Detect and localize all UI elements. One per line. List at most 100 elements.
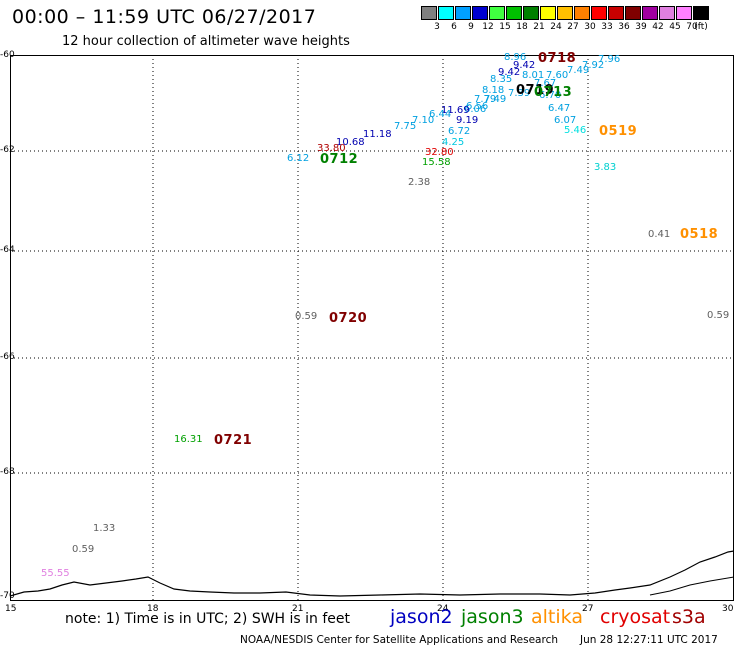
legend-swatch [642,6,658,20]
wave-height-value: 6.06 [464,104,487,115]
legend-level-label: 21 [533,22,545,32]
y-tick-label: -64 [0,245,15,255]
wave-height-value: 6.72 [448,126,471,137]
legend-unit-label: (ft) [694,22,708,32]
pass-time-label: 0720 [329,311,368,326]
map-frame: 8.96 9.42 9.42 7.96 7.92 7.49 8.35 8.01 7.60 7.67… [10,51,734,601]
legend-level-label: 45 [669,22,681,32]
legend-level-label: 36 [618,22,630,32]
x-tick-label: 18 [147,604,159,614]
satellite-legend-jason2: jason2 [390,606,453,628]
wave-height-value: 7.92 [582,60,605,71]
wave-height-value: 0.59 [72,544,95,555]
wave-height-value: 11.69 [441,105,470,116]
wave-height-value: 15.58 [422,157,451,168]
pass-time-label: 0518 [680,227,719,242]
legend-swatch [489,6,505,20]
legend-swatch [676,6,692,20]
legend-level-label: 24 [550,22,562,32]
wave-height-value: 6.70 [539,90,562,101]
legend-swatch [608,6,624,20]
wave-height-value: 8.35 [490,74,513,85]
legend-swatch [438,6,454,20]
satellite-legend-jason3: jason3 [461,606,524,628]
wave-height-value: 4.25 [442,137,465,148]
wave-height-value: 33.80 [317,143,346,154]
wave-height-value: 1.33 [93,523,116,534]
wave-height-value: 32.80 [425,147,454,158]
wave-height-value: 7.49 [484,94,507,105]
wave-height-value: 7.75 [394,121,417,132]
pass-time-label: 0713 [534,85,573,100]
legend-swatch [540,6,556,20]
pass-time-label: 0718 [538,51,577,66]
legend-level-label: 39 [635,22,647,32]
wave-height-value: 9.42 [498,67,521,78]
y-tick-label: -68 [0,467,15,477]
wave-height-value: 7.10 [412,115,435,126]
legend-swatch [472,6,488,20]
grid-lines [10,55,734,601]
wave-height-value: 6.44 [429,109,452,120]
legend-swatch [625,6,641,20]
legend-swatch [455,6,471,20]
legend-swatch [557,6,573,20]
wave-height-value: 7.39 [508,88,531,99]
wave-height-value: 3.83 [594,162,617,173]
map-title: 00:00 – 11:59 UTC 06/27/2017 [12,6,317,28]
pass-time-label: 0721 [214,433,253,448]
legend-swatch [506,6,522,20]
map-canvas [10,55,734,601]
x-tick-label: 30 [722,604,734,614]
wave-height-value: 6.12 [287,153,310,164]
x-tick-label: 24 [437,604,449,614]
wave-height-value: 7.96 [598,54,621,65]
wave-height-value: 9.42 [513,60,536,71]
footer-note: note: 1) Time is in UTC; 2) SWH is in fe… [65,611,351,627]
legend-level-label: 9 [468,22,474,32]
satellite-legend-cryosat: cryosat [600,606,671,628]
wave-height-value: 6.56 [466,101,489,112]
x-tick-label: 21 [292,604,304,614]
wave-height-value: 0.59 [295,311,318,322]
y-tick-label: -62 [0,145,15,155]
wave-height-value: 55.55 [41,568,70,579]
legend-level-label: 27 [567,22,579,32]
pass-time-label: 0712 [320,152,359,167]
legend-level-label: 3 [434,22,440,32]
wave-height-value: 9.19 [456,115,479,126]
y-tick-label: -70 [0,591,15,601]
wave-height-value: 6.47 [548,103,571,114]
satellite-legend-s3a: s3a [672,606,706,628]
legend-level-label: 70 [686,22,698,32]
legend-level-label: 42 [652,22,664,32]
wave-height-value: 11.18 [363,129,392,140]
x-tick-label: 15 [5,604,17,614]
wave-height-value: 6.07 [554,115,577,126]
generated-timestamp: Jun 28 12:27:11 UTC 2017 [580,634,718,646]
y-tick-label: -60 [0,50,15,60]
wave-height-value: 8.01 [522,70,545,81]
legend-swatch [659,6,675,20]
wave-height-value: 0.59 [707,310,730,321]
legend-level-label: 15 [499,22,511,32]
legend-swatch [693,6,709,20]
wave-height-value: 7.67 [534,78,557,89]
legend-level-label: 18 [516,22,528,32]
antarctic-coastline [10,550,734,597]
wave-height-value: 7.60 [546,70,569,81]
pass-time-label: 0719 [516,83,555,98]
x-tick-label: 27 [582,604,594,614]
legend-swatch [523,6,539,20]
wave-height-value: 8.18 [482,85,505,96]
wave-height-value: 5.46 [564,125,587,136]
wave-height-value: 7.49 [567,65,590,76]
legend-level-label: 30 [584,22,596,32]
legend-swatch [421,6,437,20]
credit-line: NOAA/NESDIS Center for Satellite Applica… [240,634,558,646]
wave-height-value: 8.96 [504,52,527,63]
wave-height-value: 10.68 [336,137,365,148]
coastline-fragment [649,576,734,596]
legend-level-label: 6 [451,22,457,32]
legend-swatch [591,6,607,20]
